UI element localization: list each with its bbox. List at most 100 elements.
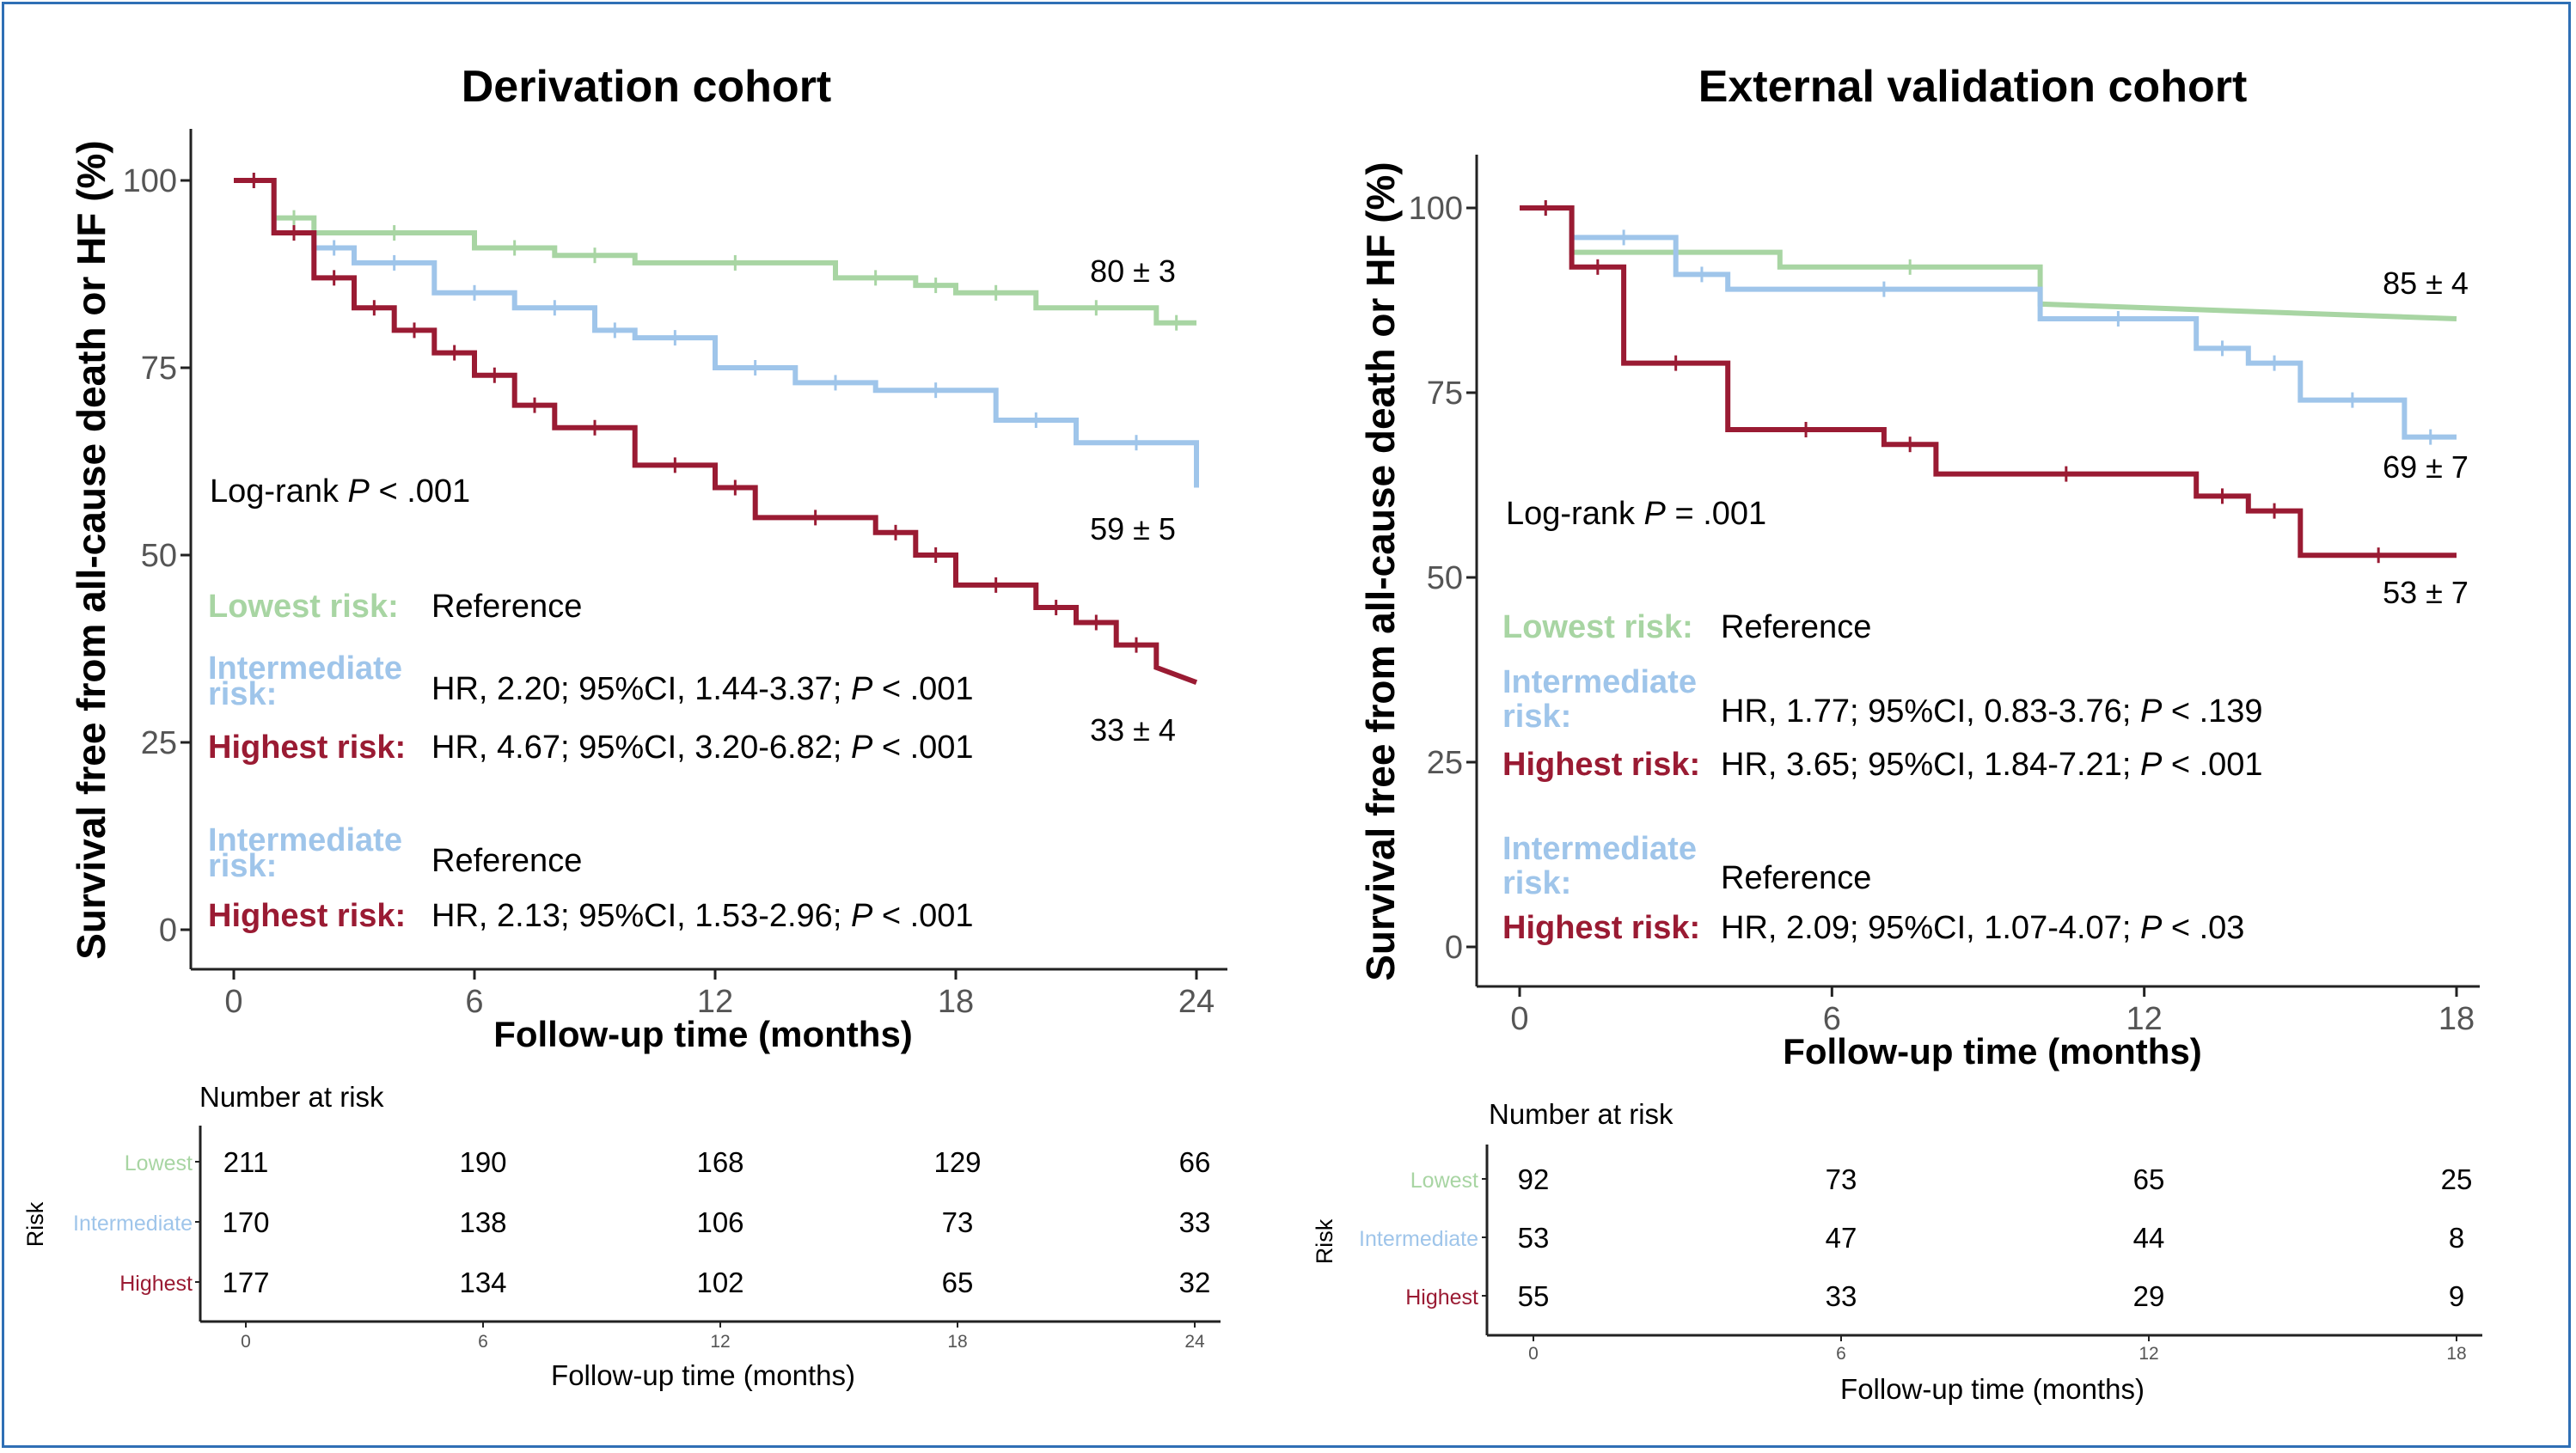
chart1-risk-cell: 47 xyxy=(1826,1222,1857,1254)
chart0-series-intermediate-end-label: 59 ± 5 xyxy=(1090,511,1176,546)
chart1-risk-cell: 55 xyxy=(1518,1280,1550,1312)
chart1-xtick-label: 18 xyxy=(2438,1001,2475,1037)
chart0-block1-hr-highest: HR, 4.67; 95%CI, 3.20-6.82; xyxy=(431,730,851,766)
chart0-ytick-label: 0 xyxy=(159,913,177,949)
chart1-risk-xtick-label: 6 xyxy=(1836,1344,1846,1364)
chart1-block1-label-highest: Highest risk: xyxy=(1502,747,1700,783)
chart0-risk-row-label-lowest: Lowest xyxy=(125,1151,193,1175)
chart1-risk-row-label-highest: Highest xyxy=(1405,1285,1478,1310)
chart1-risk-ylabel: Risk xyxy=(1312,1218,1337,1264)
chart0-logrank-p: P xyxy=(348,473,370,510)
chart1-block1-hr-intermediate: HR, 1.77; 95%CI, 0.83-3.76; xyxy=(1721,693,2140,730)
chart0-block1-hr-intermediate: HR, 2.20; 95%CI, 1.44-3.37; xyxy=(431,671,851,707)
chart1-block2-label-intermediate-line1: Intermediate xyxy=(1502,831,1697,867)
chart0-xtick-label: 12 xyxy=(697,984,733,1020)
chart1-risk-cell: 33 xyxy=(1826,1280,1857,1312)
chart0-block1-p-intermediate: P xyxy=(851,671,873,707)
chart0-ytick-label: 50 xyxy=(141,538,177,574)
chart0-series-highest-end-label: 33 ± 4 xyxy=(1090,712,1176,748)
chart0-ytick-label: 75 xyxy=(141,351,177,387)
chart0-xtick-label: 6 xyxy=(465,984,483,1020)
chart0-block1-pval-highest: < .001 xyxy=(872,730,973,766)
chart1-block2-label-intermediate-line2: risk: xyxy=(1502,865,1571,901)
chart1-series-lowest-line xyxy=(1520,205,2457,321)
chart1-risk-cell: 73 xyxy=(1826,1163,1857,1195)
chart1-block1-p-highest: P xyxy=(2140,747,2163,783)
chart1-risk-xtick-label: 0 xyxy=(1528,1344,1539,1364)
chart0-block2-label-intermediate-line2: risk: xyxy=(208,848,277,884)
chart0-block1-value-highest: HR, 4.67; 95%CI, 3.20-6.82; P < .001 xyxy=(431,730,974,766)
chart0-block1-label-intermediate-line2: risk: xyxy=(208,676,277,712)
chart1-block1-label-lowest: Lowest risk: xyxy=(1502,609,1693,645)
chart0-risk-cell: 134 xyxy=(459,1267,506,1298)
chart1-block2-p-highest: P xyxy=(2140,910,2163,946)
chart1-ytick-label: 0 xyxy=(1445,930,1463,966)
chart1-ytick-label: 75 xyxy=(1427,375,1463,412)
chart0-block1-p-highest: P xyxy=(851,730,873,766)
chart0-logrank-prefix: Log-rank xyxy=(210,473,348,510)
chart0-risk-cell: 33 xyxy=(1179,1206,1211,1238)
chart0-risk-title: Number at risk xyxy=(199,1081,384,1113)
chart1-block1-value-intermediate: HR, 1.77; 95%CI, 0.83-3.76; P < .139 xyxy=(1721,693,2263,730)
chart1-series-highest-end-label: 53 ± 7 xyxy=(2383,575,2469,610)
chart0-risk-cell: 106 xyxy=(696,1206,743,1238)
chart1-series-intermediate-line xyxy=(1520,205,2457,440)
chart0-series-lowest-end-label: 80 ± 3 xyxy=(1090,253,1176,289)
chart1-logrank-suffix: = .001 xyxy=(1666,496,1766,532)
chart1-block2-hr-highest: HR, 2.09; 95%CI, 1.07-4.07; xyxy=(1721,910,2140,946)
chart1-block1-pval-intermediate: < .139 xyxy=(2162,693,2262,730)
chart0-risk-cell: 129 xyxy=(933,1146,981,1178)
chart1-block1-label-intermediate-line2: risk: xyxy=(1502,699,1571,735)
chart0-risk-cell: 211 xyxy=(223,1146,269,1178)
chart1-risk-row-label-lowest: Lowest xyxy=(1410,1169,1478,1193)
chart1-risk-cell: 9 xyxy=(2449,1280,2464,1312)
chart0-block2-label-highest: Highest risk: xyxy=(208,898,406,934)
chart0-risk-xtick-label: 18 xyxy=(947,1332,967,1352)
chart1-risk-cell: 29 xyxy=(2133,1280,2165,1312)
chart0-risk-cell: 190 xyxy=(459,1146,506,1178)
chart0-risk-xlabel: Follow-up time (months) xyxy=(551,1359,855,1391)
chart0-xtick-label: 18 xyxy=(938,984,974,1020)
chart1-ytick-label: 100 xyxy=(1409,191,1463,227)
chart1-risk-xlabel: Follow-up time (months) xyxy=(1840,1373,2145,1405)
chart1-risk-cell: 53 xyxy=(1518,1222,1550,1254)
chart0-risk-cell: 65 xyxy=(942,1267,974,1298)
chart0-risk-xtick-label: 6 xyxy=(478,1332,488,1352)
chart0-block2-value-highest: HR, 2.13; 95%CI, 1.53-2.96; P < .001 xyxy=(431,898,974,934)
chart0-block2-label-intermediate-line1: Intermediate xyxy=(208,822,402,858)
chart0-series-intermediate-line xyxy=(234,178,1199,488)
chart1-ytick-label: 25 xyxy=(1427,745,1463,781)
chart0-risk-cell: 170 xyxy=(222,1206,269,1238)
chart0-risk-ylabel: Risk xyxy=(22,1201,48,1247)
chart1-risk-cell: 44 xyxy=(2133,1222,2165,1254)
chart0-xlabel: Follow-up time (months) xyxy=(493,1014,913,1054)
chart0-block1-label-highest: Highest risk: xyxy=(208,730,406,766)
chart1-risk-cell: 8 xyxy=(2449,1222,2464,1254)
chart0-block2-hr-highest: HR, 2.13; 95%CI, 1.53-2.96; xyxy=(431,898,851,934)
chart1-block1-pval-highest: < .001 xyxy=(2162,747,2262,783)
chart1-risk-xtick-label: 18 xyxy=(2446,1344,2466,1364)
chart0-risk-cell: 138 xyxy=(459,1206,506,1238)
chart0-risk-row-label-highest: Highest xyxy=(119,1272,193,1296)
chart0-risk-xtick-label: 0 xyxy=(241,1332,251,1352)
chart0-block1-label-lowest: Lowest risk: xyxy=(208,589,399,625)
chart1-risk-row-label-intermediate: Intermediate xyxy=(1359,1227,1478,1251)
chart0-block2-pval-highest: < .001 xyxy=(872,898,973,934)
chart0-xtick-label: 0 xyxy=(224,984,242,1020)
chart0-block1-value-intermediate: HR, 2.20; 95%CI, 1.44-3.37; P < .001 xyxy=(431,671,974,707)
chart0-risk-cell: 168 xyxy=(696,1146,743,1178)
chart0-logrank-suffix: < .001 xyxy=(370,473,470,510)
chart0-block1-pval-intermediate: < .001 xyxy=(872,671,973,707)
chart1-xtick-label: 6 xyxy=(1823,1001,1841,1037)
chart0-logrank-text: Log-rank P < .001 xyxy=(210,473,470,510)
chart0-risk-xtick-label: 12 xyxy=(710,1332,730,1352)
chart1-ytick-label: 50 xyxy=(1427,560,1463,596)
chart1-logrank-text: Log-rank P = .001 xyxy=(1506,496,1766,532)
chart0-block1-label-intermediate-line1: Intermediate xyxy=(208,650,402,687)
chart0-group: Derivation cohort 0 25 50 75 100 0 6 12 18 24 Survi… xyxy=(22,62,1227,1391)
chart1-series-lowest-end-label: 85 ± 4 xyxy=(2383,266,2469,301)
chart1-logrank-prefix: Log-rank xyxy=(1506,496,1644,532)
chart1-logrank-p: P xyxy=(1644,496,1667,532)
